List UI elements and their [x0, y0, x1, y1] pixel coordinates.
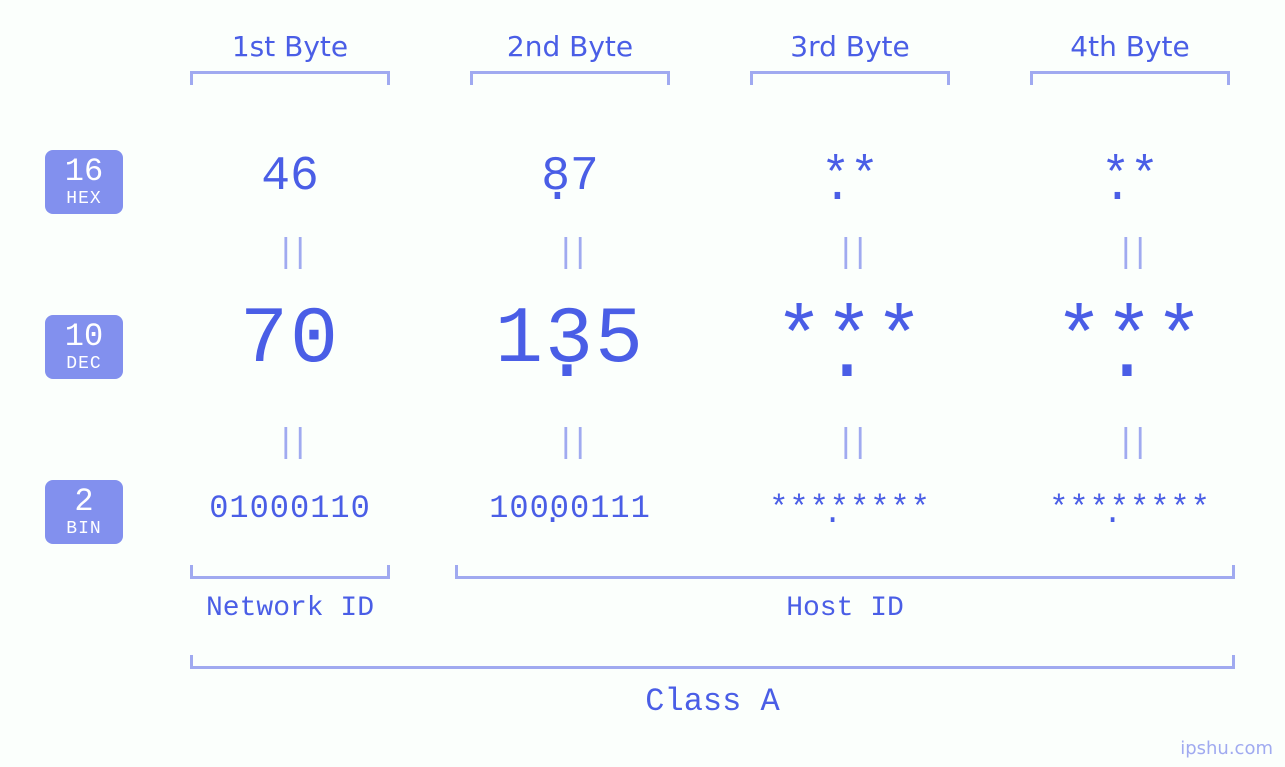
equals-icon: ||: [1005, 235, 1255, 273]
hex-value-1: 46: [165, 150, 415, 204]
dec-value-1: 70: [165, 295, 415, 386]
byte-column-4: 4th Byte ** || *** || ********: [1005, 30, 1255, 85]
byte-column-2: 2nd Byte 87 || 135 || 10000111: [445, 30, 695, 85]
equals-icon: ||: [165, 235, 415, 273]
network-id-bracket: [190, 565, 390, 579]
equals-icon: ||: [165, 425, 415, 463]
dot-separator: .: [543, 160, 572, 214]
badge-dec-num: 10: [45, 321, 123, 353]
badge-hex-num: 16: [45, 156, 123, 188]
dot-separator: .: [1103, 310, 1151, 401]
dot-separator: .: [823, 310, 871, 401]
badge-bin-num: 2: [45, 486, 123, 518]
byte-column-3: 3rd Byte ** || *** || ********: [725, 30, 975, 85]
equals-icon: ||: [445, 235, 695, 273]
dot-separator: .: [823, 160, 852, 214]
badge-hex: 16 HEX: [45, 150, 123, 214]
bin-value-4: ********: [1005, 490, 1255, 527]
dot-separator: .: [543, 495, 562, 532]
bracket-top-4: [1030, 71, 1230, 85]
badge-dec: 10 DEC: [45, 315, 123, 379]
host-id-label: Host ID: [455, 593, 1235, 624]
class-label: Class A: [190, 683, 1235, 720]
dot-separator: .: [543, 310, 591, 401]
badge-bin: 2 BIN: [45, 480, 123, 544]
host-id-bracket: [455, 565, 1235, 579]
equals-icon: ||: [725, 235, 975, 273]
bin-value-1: 01000110: [165, 490, 415, 527]
badge-bin-label: BIN: [45, 520, 123, 538]
byte-column-1: 1st Byte 46 || 70 || 01000110: [165, 30, 415, 85]
dot-separator: .: [1103, 495, 1122, 532]
equals-icon: ||: [725, 425, 975, 463]
bin-value-2: 10000111: [445, 490, 695, 527]
byte-header-3: 3rd Byte: [725, 30, 975, 63]
watermark: ipshu.com: [1180, 738, 1273, 759]
bracket-top-2: [470, 71, 670, 85]
network-id-label: Network ID: [190, 593, 390, 624]
badge-dec-label: DEC: [45, 355, 123, 373]
bracket-top-3: [750, 71, 950, 85]
dot-separator: .: [1103, 160, 1132, 214]
bin-value-3: ********: [725, 490, 975, 527]
byte-header-4: 4th Byte: [1005, 30, 1255, 63]
class-bracket: [190, 655, 1235, 669]
equals-icon: ||: [1005, 425, 1255, 463]
badge-hex-label: HEX: [45, 190, 123, 208]
equals-icon: ||: [445, 425, 695, 463]
byte-header-1: 1st Byte: [165, 30, 415, 63]
bracket-top-1: [190, 71, 390, 85]
dot-separator: .: [823, 495, 842, 532]
byte-header-2: 2nd Byte: [445, 30, 695, 63]
